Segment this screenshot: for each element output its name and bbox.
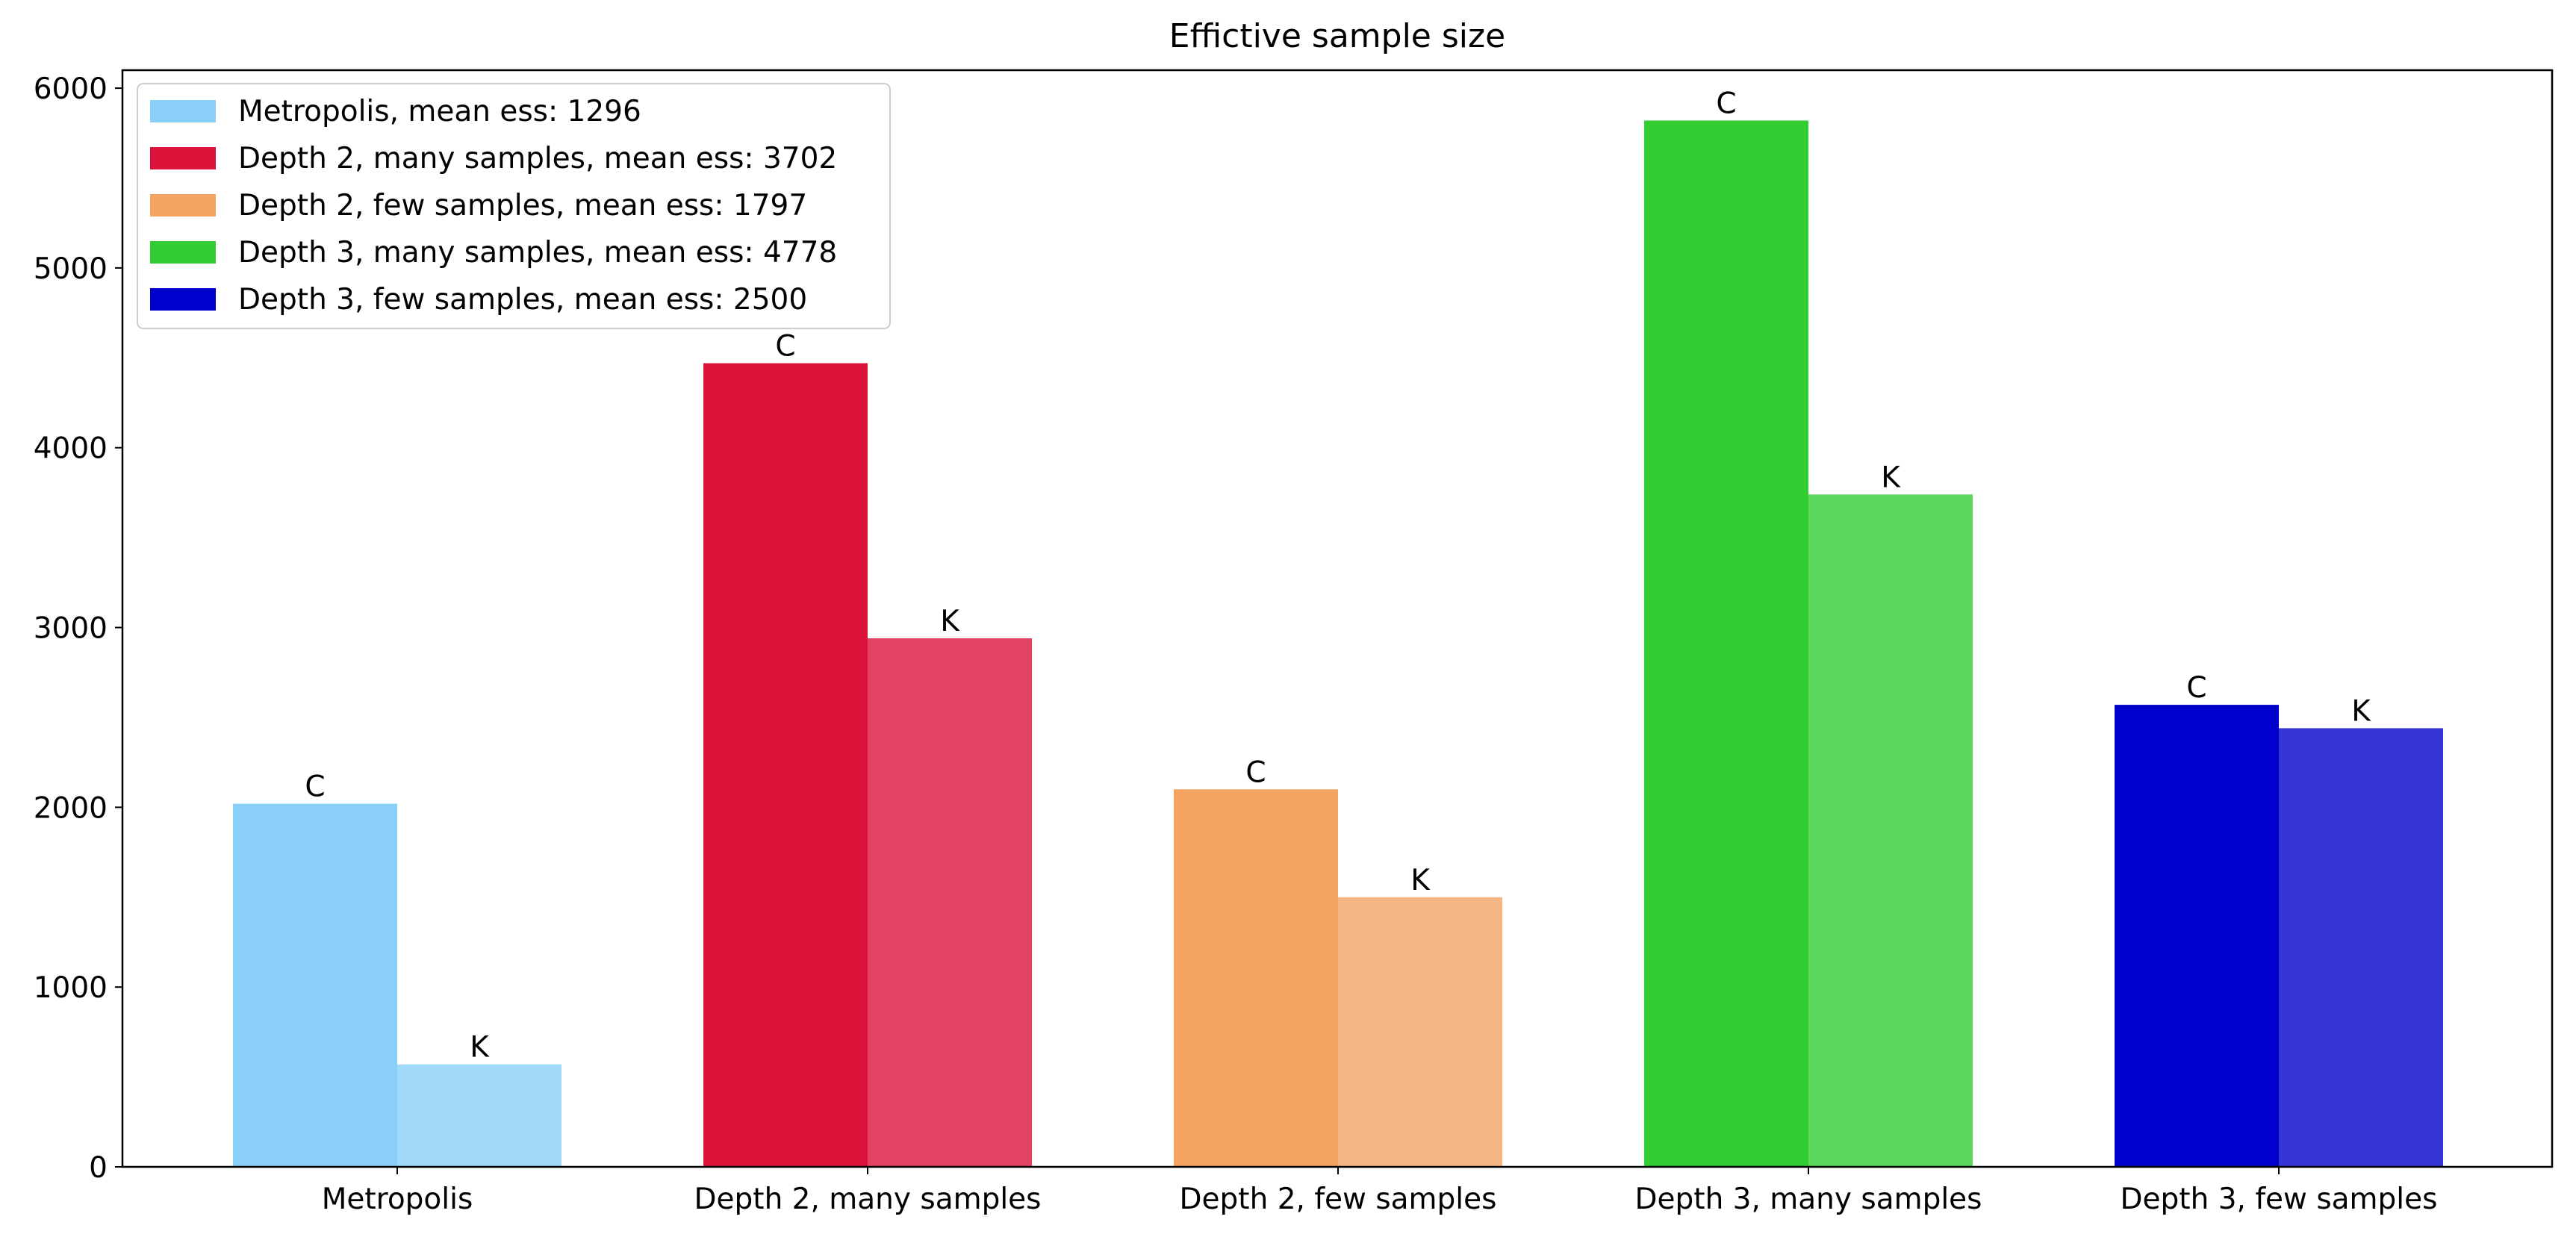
bar-depth-3-few-samples-c xyxy=(2115,705,2279,1167)
legend-entry-label: Depth 3, few samples, mean ess: 2500 xyxy=(238,283,807,317)
bar-depth-2-many-samples-c xyxy=(703,363,868,1167)
legend-swatch xyxy=(150,147,216,169)
legend-entry-label: Metropolis, mean ess: 1296 xyxy=(238,95,641,128)
y-tick-label: 4000 xyxy=(34,432,108,466)
bar-depth-3-many-samples-k xyxy=(1808,494,1973,1167)
bar-label-k: K xyxy=(470,1031,490,1065)
bar-label-k: K xyxy=(2351,694,2371,728)
bar-label-c: C xyxy=(1245,756,1266,789)
bar-label-k: K xyxy=(1410,864,1431,897)
bar-depth-2-few-samples-c xyxy=(1174,789,1338,1167)
x-tick-label: Depth 3, many samples xyxy=(1635,1183,1982,1216)
legend-swatch xyxy=(150,194,216,217)
x-tick-label: Depth 2, many samples xyxy=(694,1183,1042,1216)
y-tick-label: 2000 xyxy=(34,791,108,825)
bar-depth-3-many-samples-c xyxy=(1644,120,1808,1168)
bars-layer: C K C K C K C K C K xyxy=(233,87,2443,1168)
y-tick-label: 6000 xyxy=(34,72,108,106)
legend-box xyxy=(137,83,891,329)
chart-title: Effictive sample size xyxy=(1169,17,1505,55)
x-tick-label: Depth 3, few samples xyxy=(2121,1183,2438,1216)
bar-label-c: C xyxy=(2186,671,2206,705)
legend-entry-label: Depth 2, few samples, mean ess: 1797 xyxy=(238,189,807,222)
y-tick-label: 1000 xyxy=(34,971,108,1005)
legend: Metropolis, mean ess: 1296 Depth 2, many … xyxy=(137,83,891,329)
legend-entry-label: Depth 2, many samples, mean ess: 3702 xyxy=(238,142,837,175)
bar-metropolis-k xyxy=(397,1064,561,1167)
axes-layer: Metropolis Depth 2, many samples Depth 2, … xyxy=(34,69,2554,1216)
bar-label-c: C xyxy=(305,770,325,804)
legend-swatch xyxy=(150,241,216,264)
bar-metropolis-c xyxy=(233,803,397,1167)
bar-label-c: C xyxy=(775,330,795,364)
legend-swatch xyxy=(150,288,216,311)
x-tick-label: Metropolis xyxy=(322,1183,473,1216)
legend-swatch xyxy=(150,100,216,122)
bar-label-k: K xyxy=(1881,461,1901,494)
bar-depth-2-many-samples-k xyxy=(868,638,1032,1167)
bar-depth-3-few-samples-k xyxy=(2279,728,2443,1167)
bar-label-k: K xyxy=(940,605,960,638)
legend-entry-label: Depth 3, many samples, mean ess: 4778 xyxy=(238,236,837,270)
x-tick-label: Depth 2, few samples xyxy=(1180,1183,1497,1216)
bar-label-c: C xyxy=(1716,87,1736,120)
y-tick-label: 0 xyxy=(89,1151,108,1185)
plot-frame xyxy=(121,69,2554,1168)
y-tick-label: 3000 xyxy=(34,612,108,646)
y-tick-label: 5000 xyxy=(34,252,108,286)
bar-depth-2-few-samples-k xyxy=(1338,897,1502,1167)
